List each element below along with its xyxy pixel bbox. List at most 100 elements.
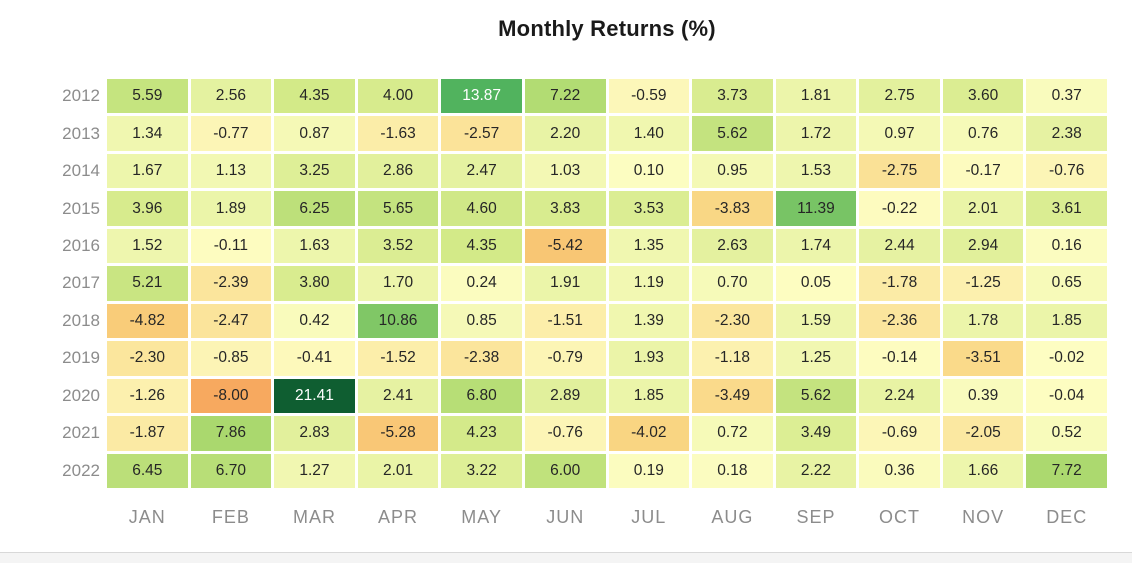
heatmap-cell: -5.28: [357, 416, 439, 451]
heatmap-cell: -1.18: [692, 341, 773, 376]
year-label: 2017: [62, 273, 100, 293]
bottom-divider: [0, 552, 1132, 563]
heatmap-cell: 2.89: [524, 378, 606, 414]
heatmap-cell: 3.52: [357, 228, 439, 264]
heatmap-cell: 4.35: [274, 79, 355, 114]
heatmap-cell: 2.63: [692, 228, 773, 264]
month-axis: JAN FEB MAR APR MAY JUN JUL AUG SEP OCT NOV DEC: [107, 500, 1107, 534]
heatmap-cell: 1.70: [357, 266, 439, 301]
heatmap-cell: 7.72: [1026, 453, 1107, 488]
heatmap-cell: 3.83: [524, 191, 606, 226]
heatmap-cell: -0.22: [859, 191, 940, 226]
heatmap-cell: 3.96: [107, 191, 188, 226]
heatmap-cell: -4.82: [107, 303, 188, 339]
heatmap-cell: 2.94: [942, 228, 1024, 264]
heatmap-cell: 2.75: [859, 79, 940, 114]
heatmap-cell: 2.20: [524, 116, 606, 151]
year-label: 2018: [62, 310, 100, 330]
heatmap-cell: -0.41: [274, 341, 355, 376]
chart-title: Monthly Returns (%): [498, 16, 716, 41]
heatmap-cell: -2.36: [859, 303, 940, 339]
heatmap-cell: 1.03: [524, 153, 606, 189]
heatmap-cell: 2.22: [775, 453, 857, 488]
heatmap-cell: 1.13: [190, 153, 272, 189]
heatmap-cell: -2.38: [441, 341, 522, 376]
heatmap-cell: 1.91: [524, 266, 606, 301]
heatmap-cell: 1.89: [190, 191, 272, 226]
heatmap-cell: 7.86: [190, 416, 272, 451]
heatmap-cell: 1.63: [274, 228, 355, 264]
heatmap-cell: 2.83: [274, 416, 355, 451]
heatmap-cell: 1.85: [1026, 303, 1107, 339]
heatmap-cell: 1.53: [775, 153, 857, 189]
heatmap-cell: -0.79: [524, 341, 606, 376]
heatmap-cell: 2.56: [190, 79, 272, 114]
year-label: 2021: [62, 423, 100, 443]
year-label: 2012: [62, 86, 100, 106]
heatmap-cell: 0.18: [692, 453, 773, 488]
heatmap-cell: 6.00: [524, 453, 606, 488]
heatmap-cell: -3.83: [692, 191, 773, 226]
month-label: FEB: [211, 506, 250, 527]
heatmap-cell: 6.80: [441, 378, 522, 414]
heatmap-cell: 2.01: [942, 191, 1024, 226]
heatmap-cell: -5.42: [524, 228, 606, 264]
year-label: 2022: [62, 460, 100, 480]
month-label: MAY: [461, 506, 502, 527]
heatmap-cell: -0.04: [1026, 378, 1107, 414]
heatmap-cell: 0.95: [692, 153, 773, 189]
heatmap-cell: 1.39: [608, 303, 690, 339]
heatmap-cell: -0.11: [190, 228, 272, 264]
heatmap-cell: -1.87: [107, 416, 188, 451]
month-label: AUG: [711, 506, 754, 527]
month-label: JUL: [631, 506, 667, 527]
month-label: OCT: [879, 506, 921, 527]
heatmap-cell: 0.76: [942, 116, 1024, 151]
heatmap-cell: 3.53: [608, 191, 690, 226]
heatmap-cell: 1.74: [775, 228, 857, 264]
heatmap-cell: -0.76: [524, 416, 606, 451]
heatmap-cell: -3.51: [942, 341, 1024, 376]
heatmap-cell: -0.02: [1026, 341, 1107, 376]
heatmap-cell: 4.00: [357, 79, 439, 114]
heatmap-cell: 1.78: [942, 303, 1024, 339]
heatmap-cell: 1.34: [107, 116, 188, 151]
heatmap-cell: 1.81: [775, 79, 857, 114]
heatmap-cell: 1.85: [608, 378, 690, 414]
heatmap-cell: 6.25: [274, 191, 355, 226]
heatmap-cell: 3.73: [692, 79, 773, 114]
heatmap-cell: -2.75: [859, 153, 940, 189]
heatmap-cell: -0.17: [942, 153, 1024, 189]
heatmap-cell: 2.44: [859, 228, 940, 264]
heatmap-cell: -1.26: [107, 378, 188, 414]
heatmap-cell: 3.22: [441, 453, 522, 488]
year-axis: 2012 2013 2014 2015 2016 2017 2018 2019 2020 2021…: [0, 79, 100, 488]
heatmap-cell: 0.52: [1026, 416, 1107, 451]
heatmap-cell: 0.37: [1026, 79, 1107, 114]
heatmap-cell: 0.16: [1026, 228, 1107, 264]
heatmap-cell: 5.21: [107, 266, 188, 301]
heatmap-cell: 2.38: [1026, 116, 1107, 151]
heatmap-cell: 1.66: [942, 453, 1024, 488]
heatmap-cell: -0.59: [608, 79, 690, 114]
heatmap-cell: 6.45: [107, 453, 188, 488]
heatmap-cell: -1.25: [942, 266, 1024, 301]
heatmap-cell: -2.30: [692, 303, 773, 339]
heatmap-cell: 0.65: [1026, 266, 1107, 301]
year-label: 2019: [62, 348, 100, 368]
heatmap-cell: -0.69: [859, 416, 940, 451]
month-label: NOV: [962, 506, 1005, 527]
heatmap-cell: 5.65: [357, 191, 439, 226]
heatmap-cell: 6.70: [190, 453, 272, 488]
heatmap-cell: 3.80: [274, 266, 355, 301]
year-label: 2014: [62, 161, 100, 181]
month-label: MAR: [292, 506, 336, 527]
heatmap-cell: 2.41: [357, 378, 439, 414]
heatmap-cell: -8.00: [190, 378, 272, 414]
heatmap-cell: -0.77: [190, 116, 272, 151]
heatmap-cell: 0.87: [274, 116, 355, 151]
heatmap-cell: 1.72: [775, 116, 857, 151]
heatmap-cell: 2.86: [357, 153, 439, 189]
heatmap-cell: 0.36: [859, 453, 940, 488]
heatmap-cell: 4.35: [441, 228, 522, 264]
